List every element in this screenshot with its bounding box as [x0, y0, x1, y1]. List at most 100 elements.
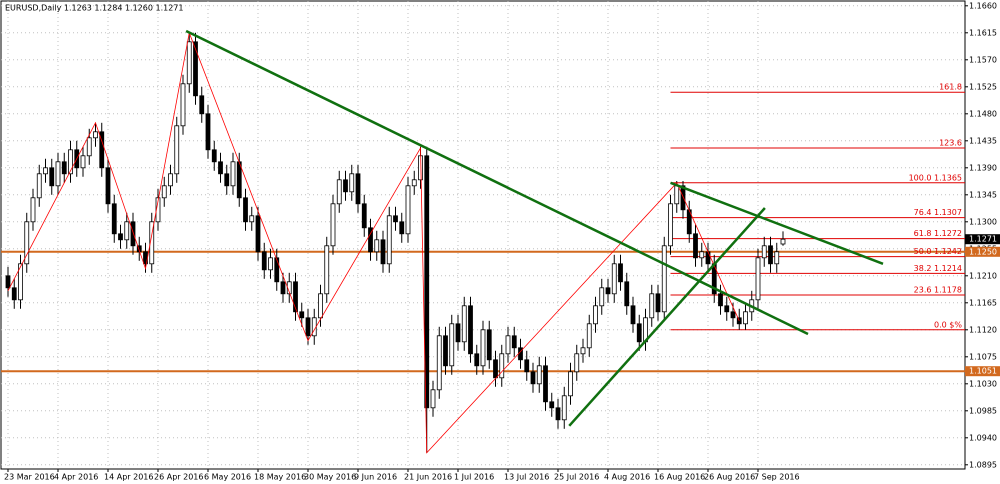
candle-body — [461, 305, 467, 343]
y-tick-label: 1.1525 — [969, 82, 997, 91]
candle-body — [168, 173, 173, 187]
candle-body — [136, 245, 142, 253]
candle-body — [668, 203, 673, 247]
candle-body — [355, 173, 361, 205]
candle-body — [205, 113, 211, 151]
candle-body — [336, 179, 342, 205]
candle-body — [693, 233, 698, 259]
y-tick-label: 1.1165 — [969, 298, 997, 307]
candle-body — [430, 389, 436, 409]
candle-body — [180, 83, 186, 127]
y-tick-label: 1.1075 — [969, 352, 997, 361]
fibo-label: 0.0 $% — [934, 320, 962, 329]
candle-body — [661, 245, 667, 313]
candle-body — [386, 215, 392, 265]
candle-body — [18, 263, 23, 301]
candle-body — [649, 293, 655, 319]
fibo-label: 100.0 1.1365 — [909, 173, 962, 182]
y-tick-label: 1.0985 — [969, 406, 997, 415]
x-tick-label: 6 May 2016 — [204, 473, 251, 482]
candle-body — [374, 239, 380, 253]
candle-body — [293, 281, 298, 313]
candle-body — [618, 263, 623, 283]
candle-body — [699, 251, 705, 259]
candle-body — [368, 227, 373, 253]
x-tick-label: 1 Jul 2016 — [454, 473, 494, 482]
candle-body — [536, 365, 542, 385]
y-tick-label: 1.1435 — [969, 136, 997, 145]
price-tag-label: 1.1250 — [969, 247, 997, 256]
candle-body — [230, 161, 236, 187]
candle-body — [449, 323, 455, 367]
candle-body — [605, 287, 611, 295]
x-tick-label: 26 Apr 2016 — [154, 473, 203, 482]
y-tick-label: 1.1210 — [969, 271, 997, 280]
x-tick-label: 21 Jun 2016 — [404, 473, 452, 482]
candle-body — [255, 215, 261, 253]
candle-body — [499, 353, 505, 379]
candle-body — [480, 329, 486, 367]
fibo-label: 23.6 1.1178 — [914, 286, 962, 295]
candle-body — [261, 251, 267, 271]
candle-body — [530, 371, 536, 385]
trendline — [185, 29, 809, 336]
candle-body — [93, 131, 98, 139]
y-tick-label: 1.1570 — [969, 55, 997, 64]
candle-body — [124, 221, 130, 241]
y-tick-label: 1.1615 — [969, 28, 997, 37]
x-tick-label: 9 Jun 2016 — [354, 473, 397, 482]
fibo-label: 123.6 — [939, 139, 962, 148]
y-tick-label: 1.0895 — [969, 460, 997, 469]
candle-body — [274, 257, 280, 283]
candle-body — [443, 335, 448, 367]
x-tick-label: 26 Aug 2016 — [704, 473, 755, 482]
price-tag — [965, 234, 1000, 245]
candle-body — [761, 245, 767, 259]
candle-body — [680, 185, 686, 211]
candle-body — [724, 305, 730, 313]
x-tick-label: 23 Mar 2016 — [4, 473, 55, 482]
candle-body — [624, 281, 630, 307]
x-tick-label: 4 Apr 2016 — [54, 473, 98, 482]
candle-body — [636, 323, 642, 343]
candle-body — [505, 335, 511, 355]
candle-body — [774, 251, 780, 265]
trendline — [568, 207, 766, 427]
trendline — [670, 181, 884, 265]
candle-body — [411, 179, 417, 187]
candle-body — [193, 41, 198, 97]
candle-body — [405, 185, 411, 235]
price-tag — [965, 366, 1000, 377]
candle-body — [730, 311, 736, 319]
candle-body — [99, 131, 105, 169]
candle-body — [318, 293, 323, 319]
candle-body — [24, 221, 30, 265]
candle-body — [343, 179, 348, 193]
candle-body — [561, 395, 567, 421]
candle-body — [174, 125, 180, 175]
fibo-label: 61.8 1.1272 — [914, 229, 962, 238]
candle-body — [155, 197, 161, 223]
candle-body — [149, 221, 155, 265]
candle-body — [43, 167, 48, 175]
price-tag-label: 1.1271 — [969, 235, 997, 244]
candle-body — [80, 155, 86, 169]
x-tick-label: 7 Sep 2016 — [754, 473, 800, 482]
candle-body — [305, 317, 311, 337]
candle-body — [161, 185, 167, 199]
candle-body — [236, 161, 242, 199]
candle-body — [474, 353, 480, 367]
plot-frame — [0, 0, 966, 470]
candle-body — [86, 137, 92, 157]
candle-body — [549, 401, 555, 409]
candle-body — [199, 95, 205, 115]
candle-body — [393, 215, 398, 223]
candle-body — [599, 287, 605, 307]
candle-body — [511, 335, 517, 349]
candle-body — [718, 293, 723, 307]
candle-body — [780, 238, 786, 245]
candle-body — [111, 203, 117, 235]
x-tick-label: 25 Jul 2016 — [554, 473, 599, 482]
zigzag — [7, 31, 740, 454]
